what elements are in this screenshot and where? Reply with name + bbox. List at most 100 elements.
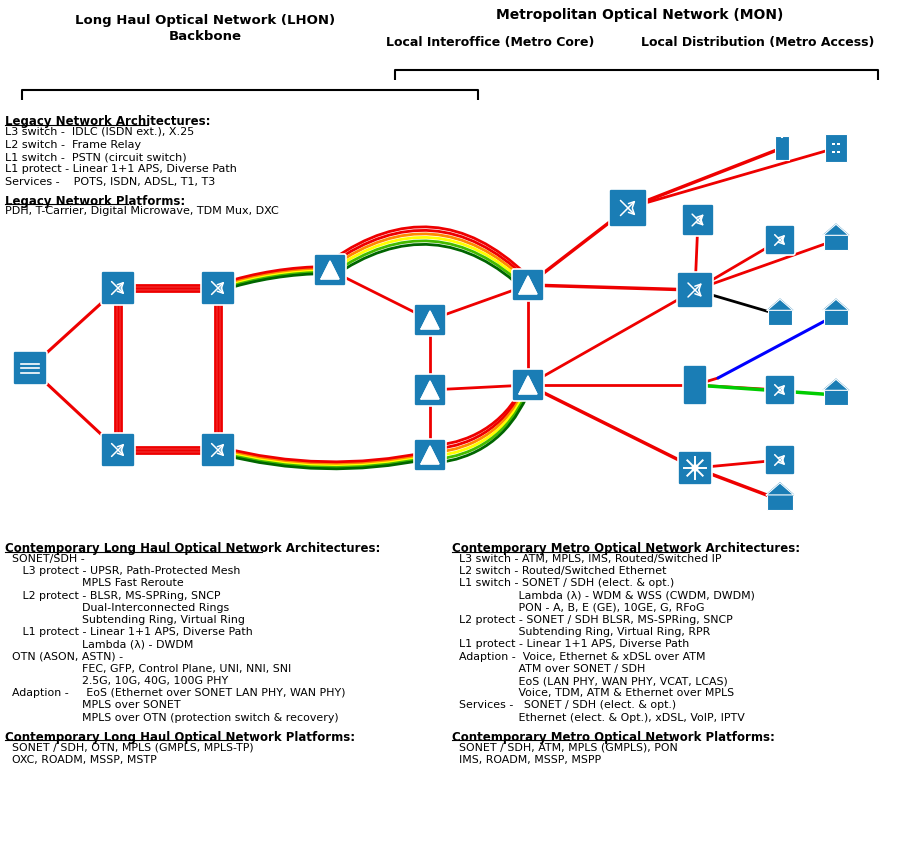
FancyArrowPatch shape	[433, 382, 526, 449]
Text: L3 switch - ATM, MPLS, IMS, Routed/Switched IP: L3 switch - ATM, MPLS, IMS, Routed/Switc…	[452, 554, 722, 564]
FancyBboxPatch shape	[832, 143, 834, 145]
Text: L2 switch -  Frame Relay: L2 switch - Frame Relay	[5, 139, 141, 150]
FancyBboxPatch shape	[414, 439, 446, 471]
FancyArrowPatch shape	[220, 450, 428, 465]
FancyBboxPatch shape	[414, 374, 446, 406]
Polygon shape	[824, 224, 849, 236]
Text: PDH, T-Carrier, Digital Microwave, TDM Mux, DXC: PDH, T-Carrier, Digital Microwave, TDM M…	[5, 206, 279, 216]
FancyBboxPatch shape	[765, 225, 795, 255]
Text: L1 protect - Linear 1+1 APS, Diverse Path: L1 protect - Linear 1+1 APS, Diverse Pat…	[5, 627, 253, 637]
FancyArrowPatch shape	[220, 269, 328, 287]
FancyBboxPatch shape	[512, 369, 544, 401]
Text: Voice, TDM, ATM & Ethernet over MPLS: Voice, TDM, ATM & Ethernet over MPLS	[452, 688, 734, 698]
FancyArrowPatch shape	[220, 453, 428, 468]
FancyArrowPatch shape	[433, 397, 526, 463]
FancyArrowPatch shape	[332, 237, 526, 285]
FancyBboxPatch shape	[101, 271, 135, 305]
FancyBboxPatch shape	[824, 235, 848, 249]
FancyBboxPatch shape	[512, 269, 544, 301]
FancyArrowPatch shape	[220, 271, 328, 288]
Polygon shape	[824, 379, 849, 391]
Text: Local Distribution (Metro Access): Local Distribution (Metro Access)	[642, 36, 875, 49]
FancyArrowPatch shape	[220, 451, 428, 466]
FancyBboxPatch shape	[683, 365, 707, 405]
FancyArrowPatch shape	[220, 447, 428, 462]
FancyBboxPatch shape	[609, 189, 647, 227]
FancyBboxPatch shape	[775, 136, 789, 160]
Text: Subtending Ring, Virtual Ring: Subtending Ring, Virtual Ring	[5, 615, 245, 625]
Text: 2.5G, 10G, 40G, 100G PHY: 2.5G, 10G, 40G, 100G PHY	[5, 676, 229, 686]
Text: L2 switch - Routed/Switched Ethernet: L2 switch - Routed/Switched Ethernet	[452, 566, 667, 576]
Text: MPLS over SONET: MPLS over SONET	[5, 701, 181, 710]
Polygon shape	[421, 311, 439, 329]
FancyBboxPatch shape	[765, 445, 795, 475]
FancyArrowPatch shape	[220, 454, 428, 469]
FancyBboxPatch shape	[769, 309, 792, 325]
Text: Dual-Interconnected Rings: Dual-Interconnected Rings	[5, 603, 230, 613]
FancyBboxPatch shape	[677, 272, 713, 308]
Text: Ethernet (elect. & Opt.), xDSL, VoIP, IPTV: Ethernet (elect. & Opt.), xDSL, VoIP, IP…	[452, 713, 745, 722]
Text: L2 protect - BLSR, MS-SPRing, SNCP: L2 protect - BLSR, MS-SPRing, SNCP	[5, 591, 220, 601]
FancyBboxPatch shape	[682, 204, 714, 236]
FancyBboxPatch shape	[314, 254, 346, 286]
Text: L1 protect - Linear 1+1 APS, Diverse Path: L1 protect - Linear 1+1 APS, Diverse Pat…	[5, 165, 237, 175]
FancyBboxPatch shape	[824, 309, 848, 325]
Text: Subtending Ring, Virtual Ring, RPR: Subtending Ring, Virtual Ring, RPR	[452, 627, 710, 637]
Text: OTN (ASON, ASTN) -: OTN (ASON, ASTN) -	[5, 651, 123, 662]
FancyArrowPatch shape	[433, 390, 526, 456]
Text: Adaption -  Voice, Ethernet & xDSL over ATM: Adaption - Voice, Ethernet & xDSL over A…	[452, 651, 706, 662]
Polygon shape	[767, 300, 793, 310]
Text: Adaption -     EoS (Ethernet over SONET LAN PHY, WAN PHY): Adaption - EoS (Ethernet over SONET LAN …	[5, 688, 346, 698]
Text: SONET/SDH -: SONET/SDH -	[5, 554, 85, 564]
FancyArrowPatch shape	[220, 274, 328, 291]
FancyBboxPatch shape	[837, 143, 840, 145]
FancyBboxPatch shape	[201, 271, 235, 305]
FancyArrowPatch shape	[433, 378, 526, 446]
Text: Legacy Network Platforms:: Legacy Network Platforms:	[5, 195, 185, 208]
Text: L2 protect - SONET / SDH BLSR, MS-SPRing, SNCP: L2 protect - SONET / SDH BLSR, MS-SPRing…	[452, 615, 733, 625]
Polygon shape	[519, 376, 537, 394]
Text: MPLS over OTN (protection switch & recovery): MPLS over OTN (protection switch & recov…	[5, 713, 338, 722]
Polygon shape	[519, 276, 537, 294]
Text: Long Haul Optical Network (LHON): Long Haul Optical Network (LHON)	[75, 14, 335, 27]
FancyBboxPatch shape	[201, 433, 235, 467]
Text: L1 switch -  PSTN (circuit switch): L1 switch - PSTN (circuit switch)	[5, 152, 186, 162]
FancyBboxPatch shape	[13, 351, 47, 385]
Text: Backbone: Backbone	[168, 30, 241, 43]
FancyArrowPatch shape	[332, 227, 526, 275]
FancyBboxPatch shape	[768, 494, 793, 510]
FancyArrowPatch shape	[220, 268, 328, 285]
FancyArrowPatch shape	[332, 241, 526, 288]
Text: L1 protect - Linear 1+1 APS, Diverse Path: L1 protect - Linear 1+1 APS, Diverse Pat…	[452, 639, 689, 650]
Polygon shape	[421, 446, 439, 464]
FancyBboxPatch shape	[832, 151, 834, 153]
Text: Contemporary Metro Optical Network Architectures:: Contemporary Metro Optical Network Archi…	[452, 542, 800, 555]
Text: Legacy Network Architectures:: Legacy Network Architectures:	[5, 115, 211, 128]
Text: MPLS Fast Reroute: MPLS Fast Reroute	[5, 578, 184, 588]
Text: SONET / SDH, ATM, MPLS (GMPLS), PON: SONET / SDH, ATM, MPLS (GMPLS), PON	[452, 743, 678, 753]
FancyArrowPatch shape	[332, 230, 526, 278]
FancyBboxPatch shape	[824, 134, 848, 162]
Text: EoS (LAN PHY, WAN PHY, VCAT, LCAS): EoS (LAN PHY, WAN PHY, VCAT, LCAS)	[452, 676, 728, 686]
Text: IMS, ROADM, MSSP, MSPP: IMS, ROADM, MSSP, MSPP	[452, 755, 601, 766]
Text: OXC, ROADM, MSSP, MSTP: OXC, ROADM, MSSP, MSTP	[5, 755, 157, 766]
FancyArrowPatch shape	[433, 393, 526, 460]
FancyArrowPatch shape	[433, 385, 526, 453]
Text: SONET / SDH, OTN, MPLS (GMPLS, MPLS-TP): SONET / SDH, OTN, MPLS (GMPLS, MPLS-TP)	[5, 743, 254, 753]
FancyBboxPatch shape	[101, 433, 135, 467]
FancyBboxPatch shape	[837, 151, 840, 153]
Polygon shape	[824, 300, 849, 310]
Text: L3 protect - UPSR, Path-Protected Mesh: L3 protect - UPSR, Path-Protected Mesh	[5, 566, 240, 576]
Polygon shape	[321, 261, 339, 279]
Text: Lambda (λ) - WDM & WSS (CWDM, DWDM): Lambda (λ) - WDM & WSS (CWDM, DWDM)	[452, 591, 755, 601]
FancyBboxPatch shape	[824, 390, 848, 404]
Text: FEC, GFP, Control Plane, UNI, NNI, SNI: FEC, GFP, Control Plane, UNI, NNI, SNI	[5, 664, 292, 674]
Text: Services -    POTS, ISDN, ADSL, T1, T3: Services - POTS, ISDN, ADSL, T1, T3	[5, 177, 215, 187]
Text: Lambda (λ) - DWDM: Lambda (λ) - DWDM	[5, 639, 194, 650]
FancyArrowPatch shape	[220, 449, 428, 463]
FancyBboxPatch shape	[414, 304, 446, 336]
Text: Contemporary Long Haul Optical Network Platforms:: Contemporary Long Haul Optical Network P…	[5, 731, 356, 744]
FancyArrowPatch shape	[220, 267, 328, 284]
FancyArrowPatch shape	[220, 272, 328, 289]
FancyBboxPatch shape	[678, 451, 712, 485]
